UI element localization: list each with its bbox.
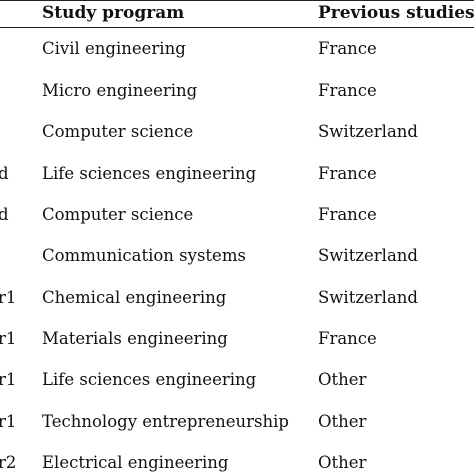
header-study-program: Study program	[42, 3, 185, 23]
row-previous-studies: Switzerland	[318, 288, 418, 307]
row-previous-studies: France	[318, 39, 377, 58]
row-study-program: Civil engineering	[42, 39, 186, 58]
row-study-program: Life sciences engineering	[42, 370, 257, 389]
row-previous-studies: France	[318, 205, 377, 224]
row-prefix: r1	[0, 370, 17, 389]
row-prefix: r1	[0, 288, 17, 307]
row-previous-studies: Other	[318, 453, 367, 472]
row-prefix: r1	[0, 329, 17, 348]
row-study-program: Micro engineering	[42, 81, 198, 100]
row-study-program: Technology entrepreneurship	[42, 412, 289, 431]
row-previous-studies: France	[318, 329, 377, 348]
row-previous-studies: France	[318, 81, 377, 100]
row-previous-studies: Other	[318, 412, 367, 431]
row-prefix: d	[0, 164, 9, 183]
header-previous-studies: Previous studies	[318, 3, 474, 23]
row-study-program: Communication systems	[42, 246, 246, 265]
row-prefix: d	[0, 205, 9, 224]
row-study-program: Computer science	[42, 122, 194, 141]
row-study-program: Computer science	[42, 205, 194, 224]
row-previous-studies: France	[318, 164, 377, 183]
row-study-program: Electrical engineering	[42, 453, 229, 472]
row-prefix: r1	[0, 412, 17, 431]
row-study-program: Life sciences engineering	[42, 164, 257, 183]
table-header-rule	[0, 27, 474, 28]
row-prefix: r2	[0, 453, 17, 472]
table-top-rule	[0, 0, 474, 1]
row-previous-studies: Switzerland	[318, 122, 418, 141]
row-previous-studies: Other	[318, 370, 367, 389]
row-study-program: Chemical engineering	[42, 288, 227, 307]
row-study-program: Materials engineering	[42, 329, 228, 348]
row-previous-studies: Switzerland	[318, 246, 418, 265]
